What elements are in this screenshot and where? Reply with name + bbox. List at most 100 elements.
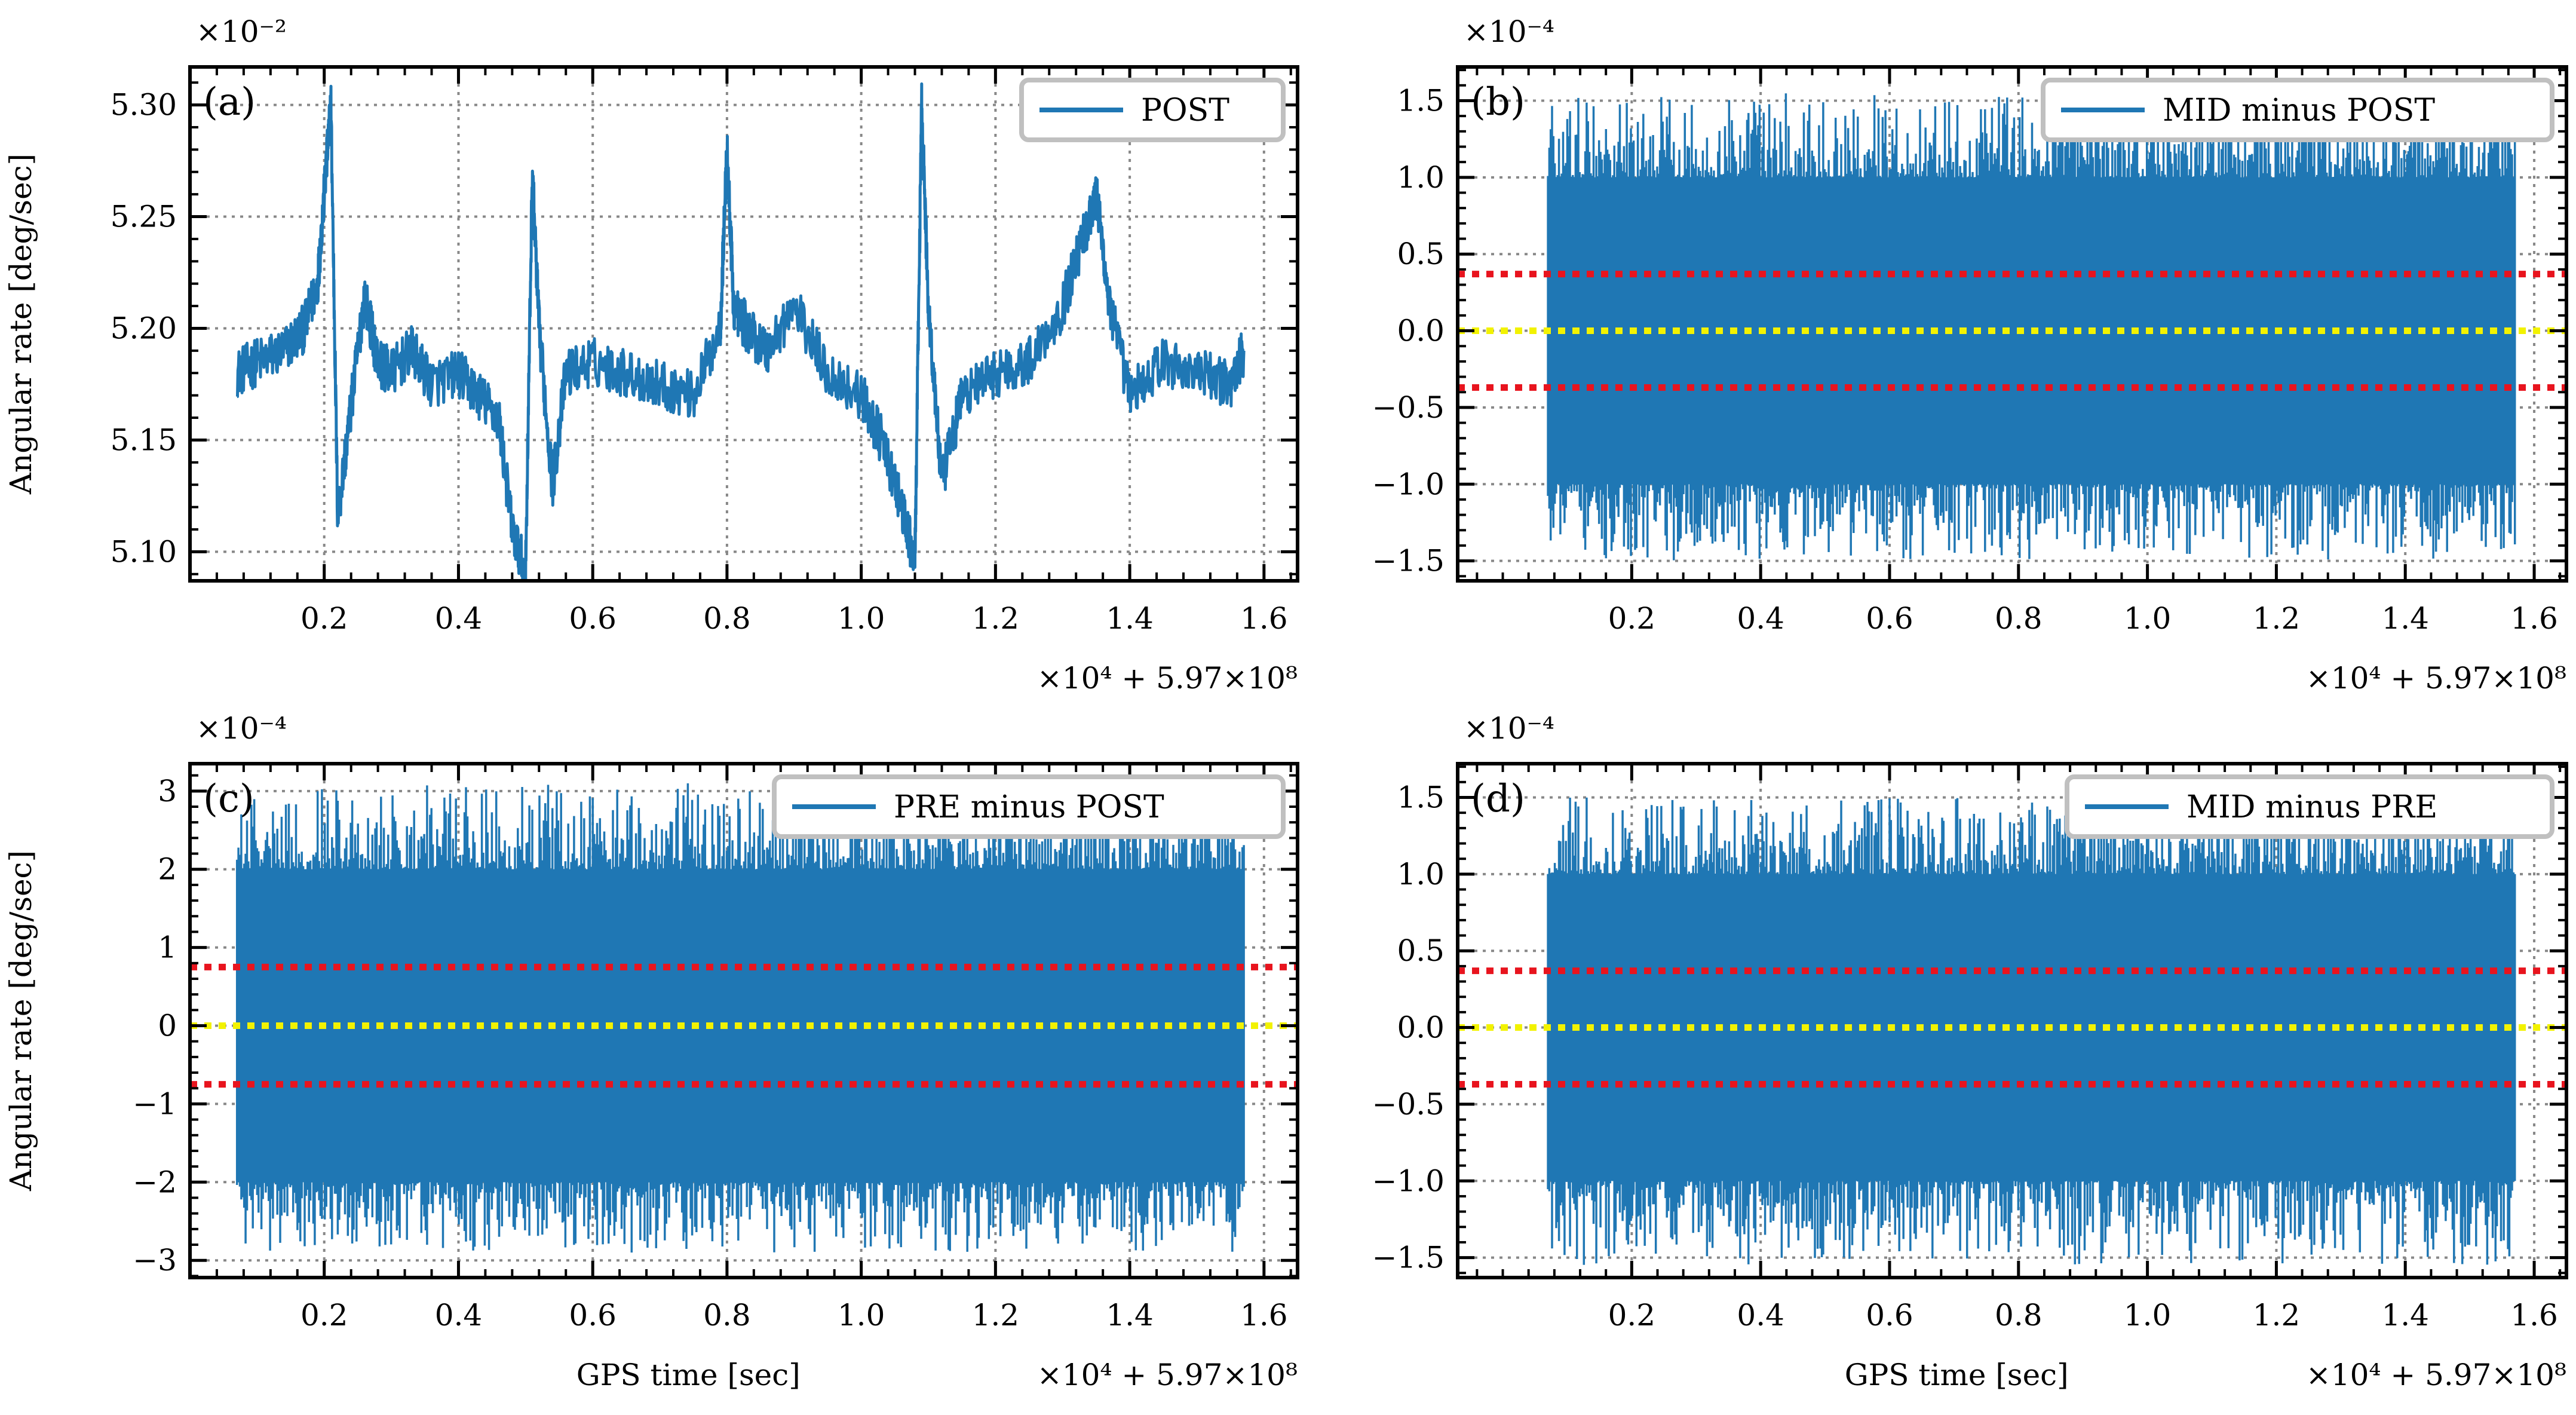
x-tick-label: 1.6: [1240, 1298, 1288, 1333]
y-tick-label: 0.5: [1397, 237, 1445, 271]
x-axis-label: GPS time [sec]: [1845, 1358, 2069, 1392]
x-tick-label: 1.0: [838, 601, 885, 636]
y-tick-label: −1: [133, 1086, 177, 1121]
y-tick-label: −1.5: [1372, 544, 1445, 578]
x-tick-label: 0.6: [1866, 1298, 1913, 1333]
x-tick-label: 1.4: [1106, 1298, 1154, 1333]
legend-box: [2041, 78, 2554, 142]
axes-frame: [188, 762, 1299, 1279]
series-line-0: [236, 82, 1246, 581]
y-tick-label: 0.0: [1397, 1010, 1445, 1045]
legend: MID minus PRE: [2065, 774, 2554, 839]
y-tick-label: 1.5: [1397, 83, 1445, 118]
y-tick-label: −1.0: [1372, 1163, 1445, 1198]
y-tick-label: 5.20: [111, 311, 177, 345]
panel-label: (b): [1471, 80, 1525, 124]
x-tick-label: 0.2: [1608, 1298, 1656, 1333]
x-tick-label: 0.2: [300, 1298, 348, 1333]
x-tick-label: 0.8: [1995, 1298, 2043, 1333]
y-tick-label: −1.5: [1372, 1241, 1445, 1275]
x-tick-label: 1.4: [2381, 1298, 2429, 1333]
legend: PRE minus POST: [772, 774, 1286, 839]
panel-c: 0.2 0.4 0.6 0.8 1.0 1.2 1.4 1.6 −3 −2 −1 0 1 2 3 ×10⁻⁴ ×…: [4, 711, 1299, 1392]
x-tick-label: 1.6: [1240, 601, 1288, 636]
y-tick-label: −1.0: [1372, 467, 1445, 501]
x-tick-label: 1.2: [2253, 601, 2301, 636]
x-tick-label: 1.2: [2253, 1298, 2301, 1333]
panel-label: (c): [203, 777, 254, 821]
legend-box: [772, 774, 1286, 839]
x-axis-label: GPS time [sec]: [576, 1358, 801, 1392]
x-tick-label: 1.2: [972, 1298, 1020, 1333]
panel-d: 0.2 0.4 0.6 0.8 1.0 1.2 1.4 1.6 −1.5 −1.0 −0.5 0.0 0…: [1372, 711, 2568, 1392]
x-tick-label: 0.6: [569, 601, 617, 636]
x-tick-label: 1.2: [972, 601, 1020, 636]
axes-frame: [188, 65, 1299, 583]
noise-spikes: [235, 783, 1245, 1253]
legend-box: [2065, 774, 2554, 839]
noise-spikes: [1547, 93, 2516, 561]
y-tick-label: 5.15: [111, 422, 177, 457]
legend: POST: [1019, 78, 1286, 142]
x-tick-label: 1.0: [2124, 601, 2172, 636]
x-tick-label: 0.8: [703, 1298, 751, 1333]
x-tick-label: 1.0: [838, 1298, 885, 1333]
x-tick-label: 0.8: [703, 601, 751, 636]
x-offset-label: ×10⁴ + 5.97×10⁸: [1037, 661, 1298, 696]
y-tick-label: 2: [158, 852, 177, 887]
y-tick-label: 0.0: [1397, 314, 1445, 348]
x-tick-label: 0.4: [435, 601, 483, 636]
panel-label: (a): [203, 80, 256, 124]
plot-area: [1458, 93, 2566, 561]
y-tick-label: −3: [133, 1243, 177, 1278]
x-tick-label: 0.4: [435, 1298, 483, 1333]
x-tick-label: 1.0: [2124, 1298, 2172, 1333]
plot-area: [1458, 797, 2566, 1265]
legend: MID minus POST: [2041, 78, 2554, 142]
plot-area: [190, 783, 1298, 1253]
y-tick-label: 5.10: [111, 534, 177, 569]
y-axis-label: Angular rate [deg/sec]: [4, 850, 38, 1192]
x-tick-label: 0.2: [1608, 601, 1656, 636]
x-tick-label: 0.6: [569, 1298, 617, 1333]
y-tick-label: −2: [133, 1165, 177, 1199]
y-tick-label: 1: [158, 930, 177, 965]
y-scale-label: ×10⁻⁴: [196, 711, 287, 746]
x-tick-label: 0.6: [1866, 601, 1913, 636]
y-tick-label: 5.25: [111, 200, 177, 234]
x-tick-label: 0.4: [1737, 1298, 1784, 1333]
panel-a: 0.2 0.4 0.6 0.8 1.0 1.2 1.4 1.6 5.10 5.15 5.20 5.25…: [4, 14, 1299, 696]
plot-area: [236, 82, 1246, 581]
x-tick-label: 0.4: [1737, 601, 1784, 636]
y-tick-label: 1.0: [1397, 160, 1445, 195]
x-tick-label: 0.2: [300, 601, 348, 636]
y-scale-label: ×10⁻⁴: [1464, 14, 1554, 49]
legend-label: MID minus POST: [2163, 93, 2435, 128]
x-offset-label: ×10⁴ + 5.97×10⁸: [2306, 1358, 2566, 1392]
x-offset-label: ×10⁴ + 5.97×10⁸: [2306, 661, 2566, 696]
x-offset-label: ×10⁴ + 5.97×10⁸: [1037, 1358, 1298, 1392]
y-tick-label: 0: [158, 1009, 177, 1043]
y-tick-label: −0.5: [1372, 1087, 1445, 1122]
noise-spikes: [1547, 797, 2516, 1265]
legend-label: POST: [1141, 93, 1229, 128]
y-scale-label: ×10⁻²: [196, 14, 287, 49]
y-tick-label: 0.5: [1397, 933, 1445, 968]
y-tick-label: 1.0: [1397, 857, 1445, 892]
x-tick-label: 1.4: [1106, 601, 1154, 636]
axes-frame: [1456, 762, 2568, 1279]
y-scale-label: ×10⁻⁴: [1464, 711, 1554, 746]
y-tick-label: −0.5: [1372, 390, 1445, 425]
y-tick-label: 3: [158, 774, 177, 808]
y-tick-label: 1.5: [1397, 780, 1445, 814]
x-tick-label: 1.4: [2381, 601, 2429, 636]
x-tick-label: 0.8: [1995, 601, 2043, 636]
axes-frame: [1456, 65, 2568, 583]
x-tick-label: 1.6: [2510, 601, 2558, 636]
legend-label: PRE minus POST: [894, 789, 1164, 825]
legend-label: MID minus PRE: [2186, 789, 2437, 825]
panel-label: (d): [1471, 777, 1525, 821]
legend-box: [1019, 78, 1286, 142]
panel-b: 0.2 0.4 0.6 0.8 1.0 1.2 1.4 1.6 −1.5 −1.0 −0.5 0.0 0…: [1372, 14, 2568, 696]
